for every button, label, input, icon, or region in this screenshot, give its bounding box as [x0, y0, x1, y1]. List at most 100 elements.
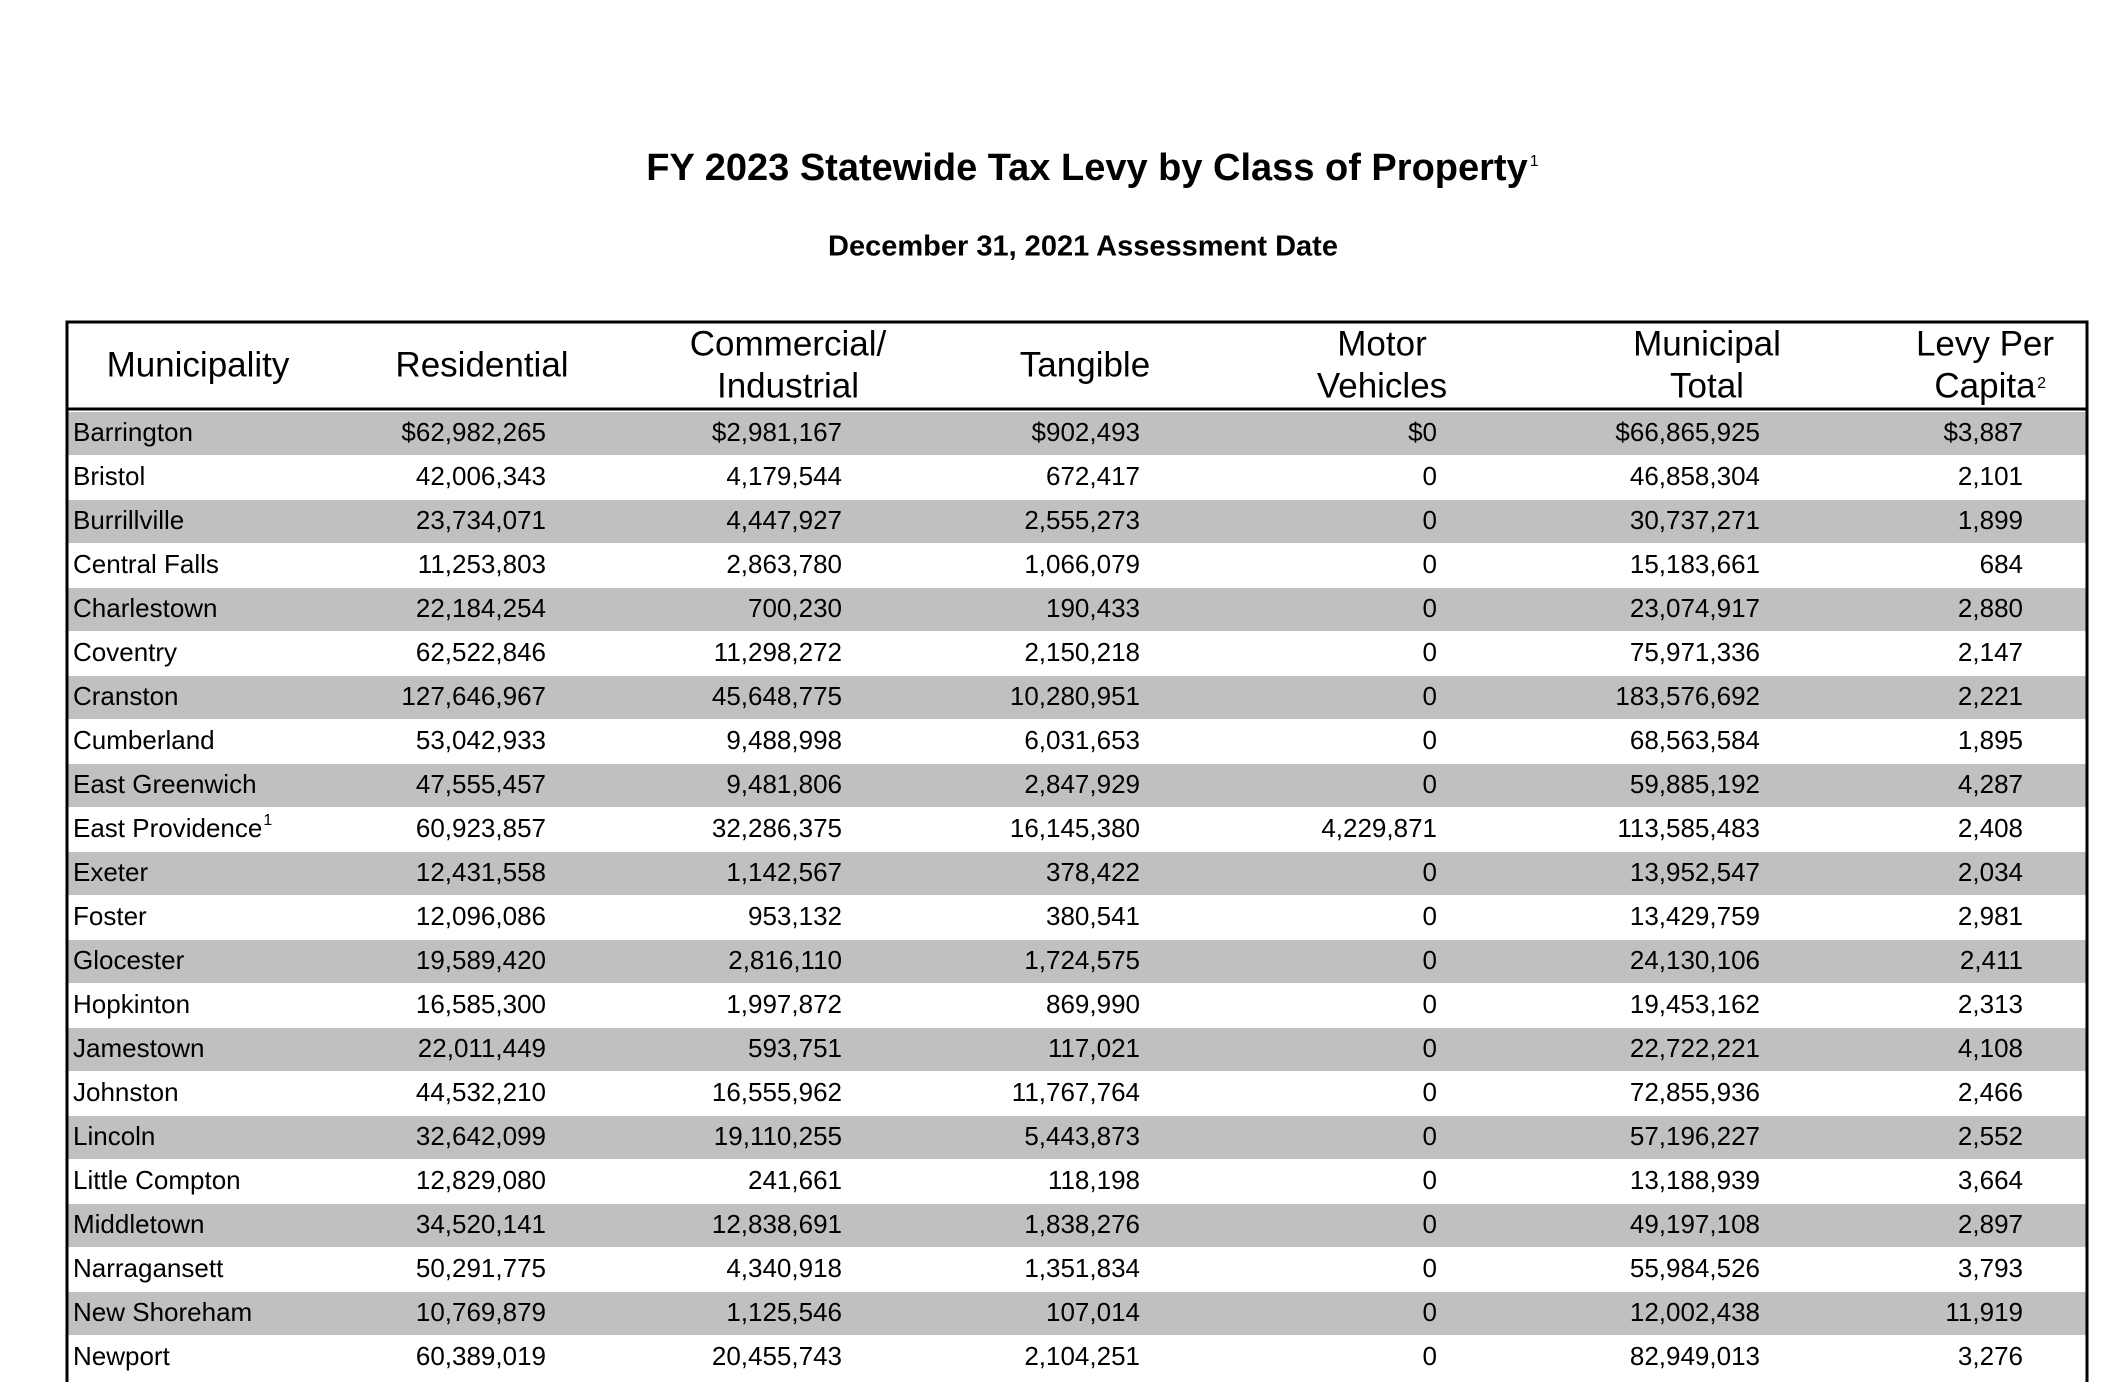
cell-value: 11,767,764: [1012, 1077, 1140, 1107]
cell-value: 3,276: [1958, 1341, 2023, 1371]
row-shade: [67, 1204, 2087, 1247]
table-border: [65, 320, 2089, 1382]
cell-value: 12,838,691: [712, 1209, 842, 1239]
cell-value: $62,982,265: [401, 417, 546, 447]
cell-value: 113,585,483: [1617, 813, 1760, 843]
cell-value: 700,230: [748, 593, 842, 623]
cell-value: 12,431,558: [416, 857, 546, 887]
cell-value: 0: [1423, 1297, 1437, 1327]
cell-value: 2,150,218: [1024, 637, 1140, 667]
cell-value: 1,895: [1958, 725, 2023, 755]
cell-value: 59,885,192: [1630, 769, 1760, 799]
municipality: Hopkinton: [73, 989, 190, 1019]
cell-value: 5,443,873: [1024, 1121, 1140, 1151]
cell-value: 0: [1423, 593, 1437, 623]
municipality: Jamestown: [73, 1033, 205, 1063]
cell-value: 2,411: [1960, 945, 2023, 975]
cell-value: 9,488,998: [726, 725, 842, 755]
cell-value: $66,865,925: [1615, 417, 1760, 447]
cell-value: 107,014: [1046, 1297, 1140, 1327]
cell-value: 0: [1423, 901, 1437, 931]
cell-value: 0: [1423, 1253, 1437, 1283]
cell-value: 0: [1423, 1209, 1437, 1239]
cell-value: 16,145,380: [1010, 813, 1140, 843]
cell-value: 2,466: [1958, 1077, 2023, 1107]
cell-value: 23,074,917: [1630, 593, 1760, 623]
cell-value: 118,198: [1048, 1165, 1140, 1195]
row-shade: [67, 676, 2087, 719]
cell-value: 2,104,251: [1024, 1341, 1140, 1371]
cell-value: 9,481,806: [726, 769, 842, 799]
cell-value: 45,648,775: [712, 681, 842, 711]
cell-value: 6,031,653: [1024, 725, 1140, 755]
row-shade: [67, 412, 2087, 455]
cell-value: 0: [1423, 725, 1437, 755]
cell-value: 47,555,457: [416, 769, 546, 799]
cell-value: 0: [1423, 1077, 1437, 1107]
cell-value: 11,298,272: [714, 637, 842, 667]
municipality: Central Falls: [73, 549, 219, 579]
row-shade: [67, 1116, 2087, 1159]
cell-value: 13,188,939: [1630, 1165, 1760, 1195]
cell-value: 2,981: [1958, 901, 2023, 931]
row-shade: [67, 764, 2087, 807]
column-header: Residential: [395, 345, 568, 384]
cell-value: 4,447,927: [726, 505, 842, 535]
municipality: Exeter: [73, 857, 148, 887]
municipality: Cranston: [73, 681, 179, 711]
municipality: Narragansett: [73, 1253, 224, 1283]
municipality: Coventry: [73, 637, 177, 667]
cell-value: 15,183,661: [1630, 549, 1760, 579]
cell-value: 57,196,227: [1630, 1121, 1760, 1151]
cell-value: 2,897: [1958, 1209, 2023, 1239]
cell-value: 10,769,879: [416, 1297, 546, 1327]
municipality: Foster: [73, 901, 147, 931]
municipality: Johnston: [73, 1077, 179, 1107]
cell-value: 16,555,962: [712, 1077, 842, 1107]
subtitle: December 31, 2021 Assessment Date: [828, 231, 1338, 263]
column-header: Industrial: [717, 366, 859, 405]
table-header: Municipality Residential Commercial/Indust…: [107, 324, 2055, 405]
cell-value: 1,724,575: [1024, 945, 1140, 975]
cell-value: 19,110,255: [714, 1121, 842, 1151]
municipality: Newport: [73, 1341, 171, 1371]
cell-value: 0: [1423, 1165, 1437, 1195]
title-footnote: 1: [1530, 153, 1539, 170]
cell-value: 0: [1423, 637, 1437, 667]
column-header: Municipal: [1633, 324, 1781, 363]
row-shade: [67, 1292, 2087, 1335]
cell-value: 68,563,584: [1630, 725, 1760, 755]
cell-value: 380,541: [1046, 901, 1140, 931]
cell-value: 82,949,013: [1630, 1341, 1760, 1371]
cell-value: 0: [1423, 549, 1437, 579]
municipality: Charlestown: [73, 593, 218, 623]
cell-value: 30,737,271: [1630, 505, 1760, 535]
cell-value: 12,829,080: [416, 1165, 546, 1195]
cell-value: 0: [1423, 769, 1437, 799]
cell-value: 241,661: [748, 1165, 842, 1195]
column-footnote: 2: [2037, 375, 2046, 392]
cell-value: 2,816,110: [728, 945, 842, 975]
municipality: Little Compton: [73, 1165, 241, 1195]
cell-value: 12,002,438: [1630, 1297, 1760, 1327]
cell-value: 953,132: [748, 901, 842, 931]
cell-value: 378,422: [1046, 857, 1140, 887]
cell-value: $902,493: [1032, 417, 1140, 447]
cell-value: 0: [1423, 1033, 1437, 1063]
cell-value: 75,971,336: [1630, 637, 1760, 667]
cell-value: 672,417: [1046, 461, 1140, 491]
municipality: Cumberland: [73, 725, 215, 755]
cell-value: 13,952,547: [1630, 857, 1760, 887]
cell-value: 1,997,872: [726, 989, 842, 1019]
cell-value: 0: [1423, 681, 1437, 711]
cell-value: 42,006,343: [416, 461, 546, 491]
municipality: Middletown: [73, 1209, 205, 1239]
cell-value: 2,552: [1958, 1121, 2023, 1151]
cell-value: 2,034: [1958, 857, 2023, 887]
column-header: Motor: [1337, 324, 1427, 363]
cell-value: 72,855,936: [1630, 1077, 1760, 1107]
cell-value: 869,990: [1046, 989, 1140, 1019]
cell-value: 2,555,273: [1024, 505, 1140, 535]
cell-value: 2,313: [1958, 989, 2023, 1019]
